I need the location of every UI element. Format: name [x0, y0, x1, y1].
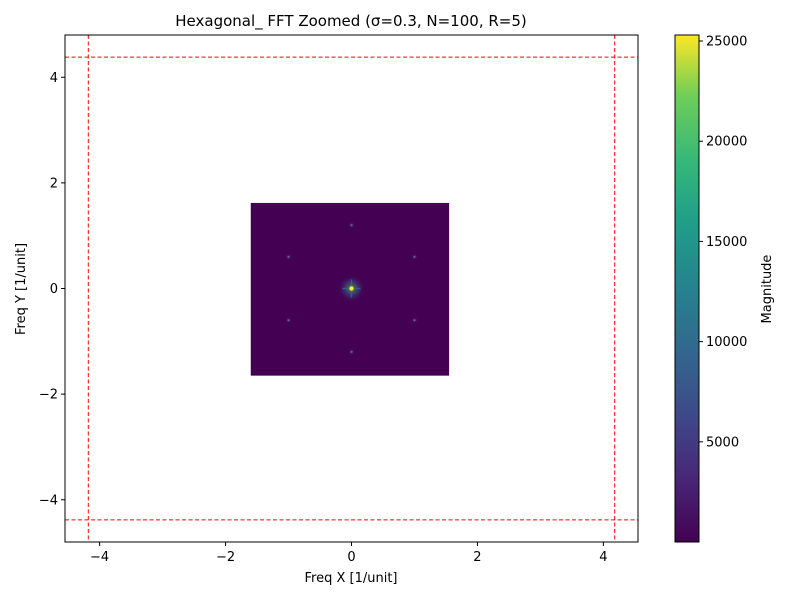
x-axis-ticks: −4 −2 0 2 4 [90, 542, 608, 565]
x-tick-label: 0 [347, 550, 355, 565]
colorbar-tick-label: 5000 [706, 435, 739, 450]
colorbar-tick-label: 20000 [706, 135, 747, 150]
y-tick-label: 2 [50, 176, 58, 191]
y-tick-label: −4 [39, 493, 58, 508]
chart-title: Hexagonal_ FFT Zoomed (σ=0.3, N=100, R=5… [175, 12, 527, 31]
colorbar-tick-label: 15000 [706, 235, 747, 250]
bragg-peak-1 [348, 221, 355, 229]
y-axis-ticks: −4 −2 0 2 4 [39, 71, 65, 508]
bragg-peak-5 [410, 316, 418, 324]
reference-lines [65, 35, 638, 542]
colorbar-tick-label: 10000 [706, 335, 747, 350]
colorbar-ticks: 5000 10000 15000 20000 25000 [699, 35, 747, 450]
x-axis-label: Freq X [1/unit] [305, 571, 398, 586]
bragg-peak-3 [410, 253, 418, 261]
bragg-peak-6 [285, 316, 293, 324]
bragg-peak-4 [285, 253, 293, 261]
x-tick-label: −4 [90, 550, 109, 565]
bragg-peak-2 [348, 348, 355, 356]
y-tick-label: −2 [39, 388, 58, 403]
colorbar-tick-label: 25000 [706, 35, 747, 50]
colorbar [674, 34, 700, 543]
colorbar-label: Magnitude [760, 255, 775, 324]
y-axis-label: Freq Y [1/unit] [14, 243, 29, 335]
x-tick-label: −2 [216, 550, 235, 565]
y-tick-label: 0 [50, 282, 58, 297]
y-tick-label: 4 [50, 71, 58, 86]
x-tick-label: 2 [473, 550, 481, 565]
plot-area [250, 202, 450, 376]
x-tick-label: 4 [599, 550, 607, 565]
central-peak [337, 274, 366, 303]
